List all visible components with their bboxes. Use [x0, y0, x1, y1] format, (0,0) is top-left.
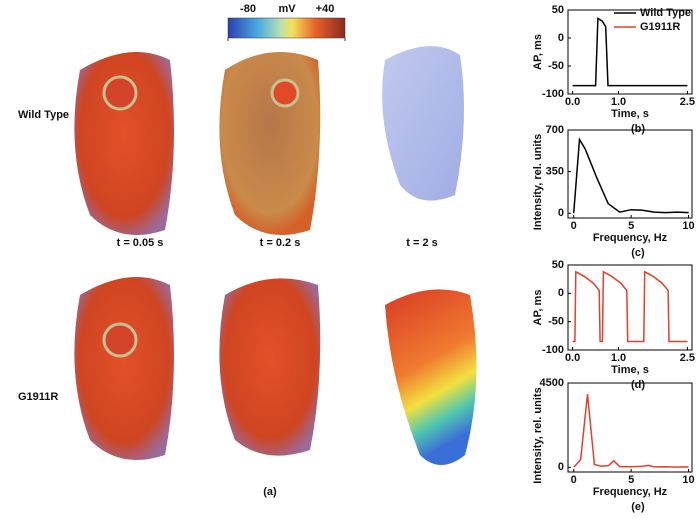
x-tick-label: 10 [682, 474, 694, 486]
y-axis-label: AP, ms [532, 290, 544, 326]
y-tick-label: 350 [546, 166, 564, 178]
colorbar-tick-label: +40 [316, 3, 335, 15]
plot-frame [567, 264, 693, 351]
line-series [573, 394, 689, 468]
colorbar-unit: mV [278, 3, 296, 15]
time-label: t = 0.05 s [117, 237, 164, 249]
y-axis-label: Intensity, rel. units [532, 134, 544, 230]
x-axis-label: Time, s [611, 364, 649, 376]
panel-caption: (a) [263, 486, 277, 498]
line-series [572, 137, 689, 214]
heart-detail [102, 75, 138, 111]
heart-detail [270, 78, 300, 108]
chart-caption: (d) [631, 379, 645, 391]
row-label: G1911R [18, 391, 58, 403]
x-tick-label: 2.5 [680, 352, 695, 364]
time-label: t = 2 s [406, 237, 438, 249]
y-tick-label: 0 [558, 287, 564, 299]
line-series [572, 270, 688, 343]
y-tick-label: 50 [552, 259, 564, 271]
heart [382, 46, 464, 201]
heart [74, 277, 174, 460]
x-tick-label: 1.0 [611, 96, 626, 108]
chart-caption: (c) [631, 247, 645, 259]
chart-caption: (e) [631, 501, 645, 513]
plot-frame [567, 129, 693, 219]
time-label: t = 0.2 s [260, 237, 301, 249]
y-tick-label: -50 [548, 60, 564, 72]
heart [219, 52, 321, 235]
x-tick-label: 0 [571, 474, 577, 486]
colorbar [227, 17, 346, 39]
x-axis-label: Frequency, Hz [593, 232, 668, 244]
x-tick-label: 5 [628, 220, 634, 232]
y-axis-label: Intensity, rel. units [532, 387, 544, 483]
y-tick-label: 0 [558, 461, 564, 473]
row-label: Wild Type [18, 109, 69, 121]
x-axis-label: Frequency, Hz [593, 486, 668, 498]
x-tick-label: 5 [628, 474, 634, 486]
y-tick-label: 0 [558, 32, 564, 44]
y-tick-label: 50 [552, 4, 564, 16]
plot-frame [567, 382, 693, 473]
x-tick-label: 0 [571, 220, 577, 232]
legend-label: Wild Type [640, 7, 691, 19]
heart [385, 289, 477, 465]
x-axis-label: Time, s [611, 108, 649, 120]
heart [219, 278, 321, 456]
plot-frame [567, 9, 693, 95]
heart [74, 52, 174, 235]
x-tick-label: 0.0 [565, 352, 580, 364]
y-tick-label: 4500 [540, 377, 564, 389]
legend-label: G1911R [640, 21, 680, 33]
x-tick-label: 1.0 [611, 352, 626, 364]
x-tick-label: 2.5 [680, 96, 695, 108]
heart-detail [102, 322, 138, 358]
y-tick-label: -100 [542, 88, 564, 100]
chart-caption: (b) [631, 123, 645, 135]
y-tick-label: 0 [558, 207, 564, 219]
y-tick-label: 700 [546, 124, 564, 136]
line-series [572, 17, 688, 87]
y-tick-label: -100 [542, 344, 564, 356]
y-tick-label: -50 [548, 316, 564, 328]
colorbar-tick-label: -80 [240, 3, 256, 15]
y-axis-label: AP, ms [532, 34, 544, 70]
x-tick-label: 10 [682, 220, 694, 232]
heart-images [74, 46, 477, 465]
x-tick-label: 0.0 [565, 96, 580, 108]
